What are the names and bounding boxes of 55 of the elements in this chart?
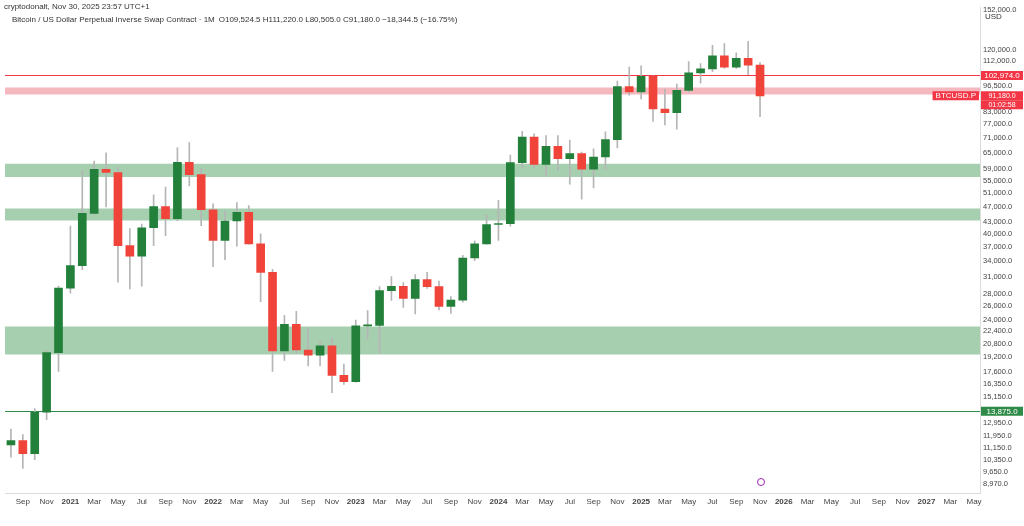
x-tick-label: Sep xyxy=(158,497,174,507)
x-tick-label: May xyxy=(538,497,554,507)
x-tick-label: Sep xyxy=(443,497,459,507)
x-tick-label: 2024 xyxy=(489,497,508,507)
text: O109,524.5 H111,220.0 L80,505.0 C91,180.0 −18,344.5 (−16.75%) xyxy=(218,15,458,24)
x-tick-label: Nov xyxy=(324,497,340,507)
x-tick-label: Jul xyxy=(707,497,718,507)
candlestick xyxy=(743,41,753,75)
x-tick-label: Nov xyxy=(895,497,910,507)
candlestick xyxy=(624,66,634,96)
x-tick-label: 2025 xyxy=(632,497,651,507)
x-tick-label: Jul xyxy=(136,497,148,507)
candlestick xyxy=(125,228,135,290)
x-tick-label: Nov xyxy=(39,497,54,507)
x-tick-label: Sep xyxy=(729,497,744,507)
candlestick xyxy=(303,327,313,367)
x-tick-label: Mar xyxy=(658,497,673,507)
x-tick-label: 2021 xyxy=(61,497,80,507)
x-tick-label: May xyxy=(966,497,982,507)
x-tick-label: May xyxy=(253,497,269,507)
x-tick-label: Mar xyxy=(229,497,245,507)
x-tick-label: May xyxy=(823,497,839,507)
x-tick-label: 2026 xyxy=(774,497,794,507)
x-tick-label: Mar xyxy=(800,497,815,507)
x-tick-label: Jul xyxy=(564,497,576,507)
x-tick-label: Sep xyxy=(586,497,602,507)
candlestick xyxy=(6,428,16,458)
candlestick xyxy=(101,152,111,208)
x-tick-label: Mar xyxy=(372,497,387,507)
x-tick-label: Mar xyxy=(515,497,530,507)
ref-line-label: 13,875.0 xyxy=(986,406,1019,416)
x-tick-label: Sep xyxy=(871,497,887,507)
x-tick-label: 2027 xyxy=(917,497,936,507)
ref-line-label: 102,974.0 xyxy=(984,70,1021,80)
y-axis-title: USD xyxy=(985,12,1003,22)
annotation: BTCUSD.P xyxy=(935,91,976,101)
x-tick-label: Nov xyxy=(610,497,625,507)
x-tick-label: Jul xyxy=(421,497,433,507)
x-tick-label: Sep xyxy=(15,497,31,507)
candlestick xyxy=(565,139,575,185)
x-tick-label: Nov xyxy=(752,497,768,507)
x-tick-label: May xyxy=(681,497,697,507)
x-tick-label: Mar xyxy=(943,497,958,507)
x-tick-label: May xyxy=(395,497,411,507)
x-tick-label: Jul xyxy=(850,497,861,507)
x-tick-label: 2022 xyxy=(204,497,223,507)
x-tick-label: Sep xyxy=(301,497,316,507)
annotation: cryptodonalt, Nov 30, 2025 23:57 UTC+1 xyxy=(4,2,150,11)
x-tick-label: Jul xyxy=(279,497,290,507)
x-tick-label: Mar xyxy=(87,497,102,507)
text: Bitcoin / US Dollar Perpetual Inverse Swap Contract · 1M xyxy=(12,15,215,24)
x-tick-label: Nov xyxy=(467,497,482,507)
x-tick-label: May xyxy=(110,497,126,507)
x-tick-label: 2023 xyxy=(346,497,366,507)
x-tick-label: Nov xyxy=(182,497,197,507)
